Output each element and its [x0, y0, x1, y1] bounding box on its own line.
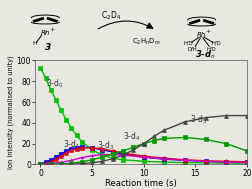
Text: +: +: [205, 29, 210, 34]
Text: Rh: Rh: [41, 30, 50, 36]
Text: 3-d$_0$: 3-d$_0$: [46, 77, 63, 90]
Text: D/H: D/H: [188, 46, 198, 51]
Text: 3-d$_1$: 3-d$_1$: [63, 138, 81, 151]
Text: C$_2$H$_n$D$_m$: C$_2$H$_n$D$_m$: [132, 37, 161, 47]
Text: Rh: Rh: [197, 32, 206, 38]
Y-axis label: Ion intensity (normalised to unity): Ion intensity (normalised to unity): [7, 56, 14, 169]
Text: 3-d$_n$: 3-d$_n$: [195, 48, 216, 61]
Text: 3: 3: [45, 43, 51, 52]
Text: C$_2$D$_4$: C$_2$D$_4$: [101, 10, 121, 22]
X-axis label: Reaction time (s): Reaction time (s): [105, 179, 177, 188]
Text: H/D: H/D: [207, 46, 216, 51]
Text: 3-d$_3$: 3-d$_3$: [97, 140, 115, 153]
Text: H/D: H/D: [211, 40, 221, 45]
Text: +: +: [49, 27, 54, 32]
Text: H/D: H/D: [184, 40, 193, 45]
Text: 3-d$_4$: 3-d$_4$: [123, 130, 141, 143]
Text: H: H: [33, 41, 37, 46]
Text: 3-d$_5$: 3-d$_5$: [190, 113, 208, 126]
